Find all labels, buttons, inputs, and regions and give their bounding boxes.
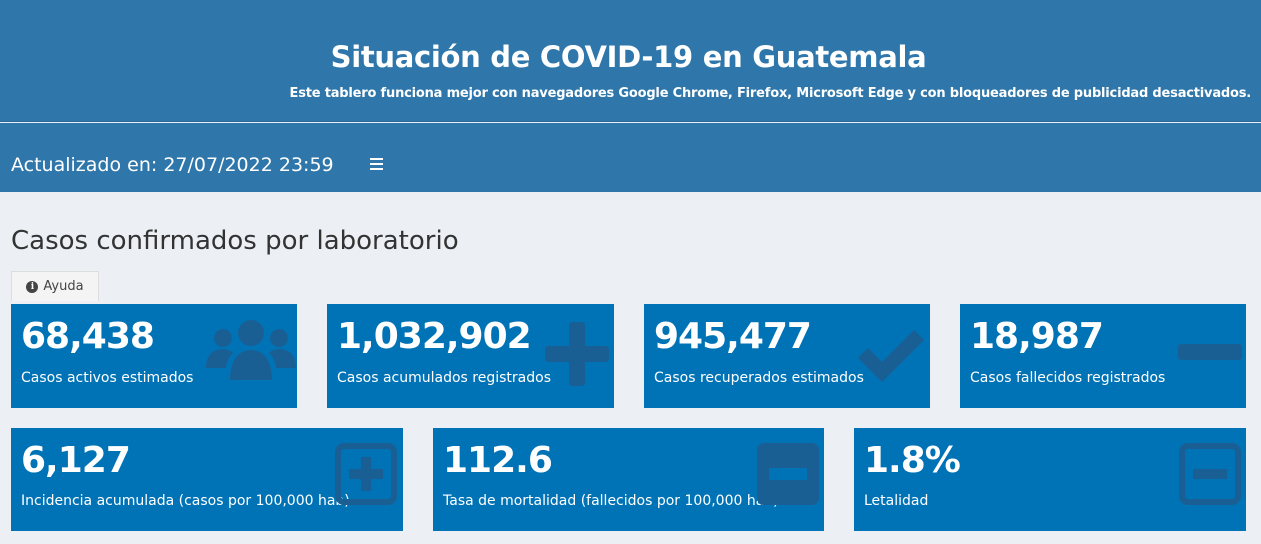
stat-box-deceased: 18,987 Casos fallecidos registrados	[960, 304, 1246, 408]
stat-label: Incidencia acumulada (casos por 100,000 …	[21, 493, 350, 509]
help-button[interactable]: i Ayuda	[11, 271, 99, 301]
stat-value: 6,127	[21, 440, 131, 481]
stat-value: 68,438	[21, 316, 155, 357]
plus-square-icon	[335, 443, 397, 505]
stat-box-lethality: 1.8% Letalidad	[854, 428, 1246, 531]
hamburger-icon[interactable]	[370, 158, 383, 170]
stat-box-incidence: 6,127 Incidencia acumulada (casos por 10…	[11, 428, 403, 531]
stat-label: Casos recuperados estimados	[654, 370, 864, 386]
page-title: Situación de COVID-19 en Guatemala	[330, 40, 927, 74]
section-title: Casos confirmados por laboratorio	[11, 226, 459, 256]
page-header: Situación de COVID-19 en Guatemala Este …	[0, 0, 1261, 122]
minus-square-icon	[757, 443, 819, 505]
stat-label: Casos fallecidos registrados	[970, 370, 1166, 386]
plus-icon	[545, 322, 609, 386]
stat-box-mortality: 112.6 Tasa de mortalidad (fallecidos por…	[433, 428, 824, 531]
browser-notice: Este tablero funciona mejor con navegado…	[289, 86, 1252, 101]
info-icon: i	[26, 280, 39, 293]
stat-box-accumulated: 1,032,902 Casos acumulados registrados	[327, 304, 614, 408]
stat-label: Casos activos estimados	[21, 370, 194, 386]
navbar: Actualizado en: 27/07/2022 23:59	[0, 123, 1261, 192]
stat-label: Letalidad	[864, 493, 929, 509]
stat-box-active: 68,438 Casos activos estimados	[11, 304, 297, 408]
stat-label: Casos acumulados registrados	[337, 370, 551, 386]
users-icon	[206, 318, 296, 384]
check-icon	[854, 330, 928, 386]
stat-value: 18,987	[970, 316, 1104, 357]
stat-value: 1,032,902	[337, 316, 532, 357]
stat-box-recovered: 945,477 Casos recuperados estimados	[644, 304, 930, 408]
help-button-label: Ayuda	[43, 279, 84, 294]
minus-icon	[1178, 344, 1242, 360]
stat-value: 112.6	[443, 440, 553, 481]
stat-label: Tasa de mortalidad (fallecidos por 100,0…	[443, 493, 779, 509]
stat-value: 945,477	[654, 316, 812, 357]
minus-square-outline-icon	[1179, 443, 1241, 505]
stat-value: 1.8%	[864, 440, 961, 481]
updated-timestamp: Actualizado en: 27/07/2022 23:59	[11, 154, 334, 176]
